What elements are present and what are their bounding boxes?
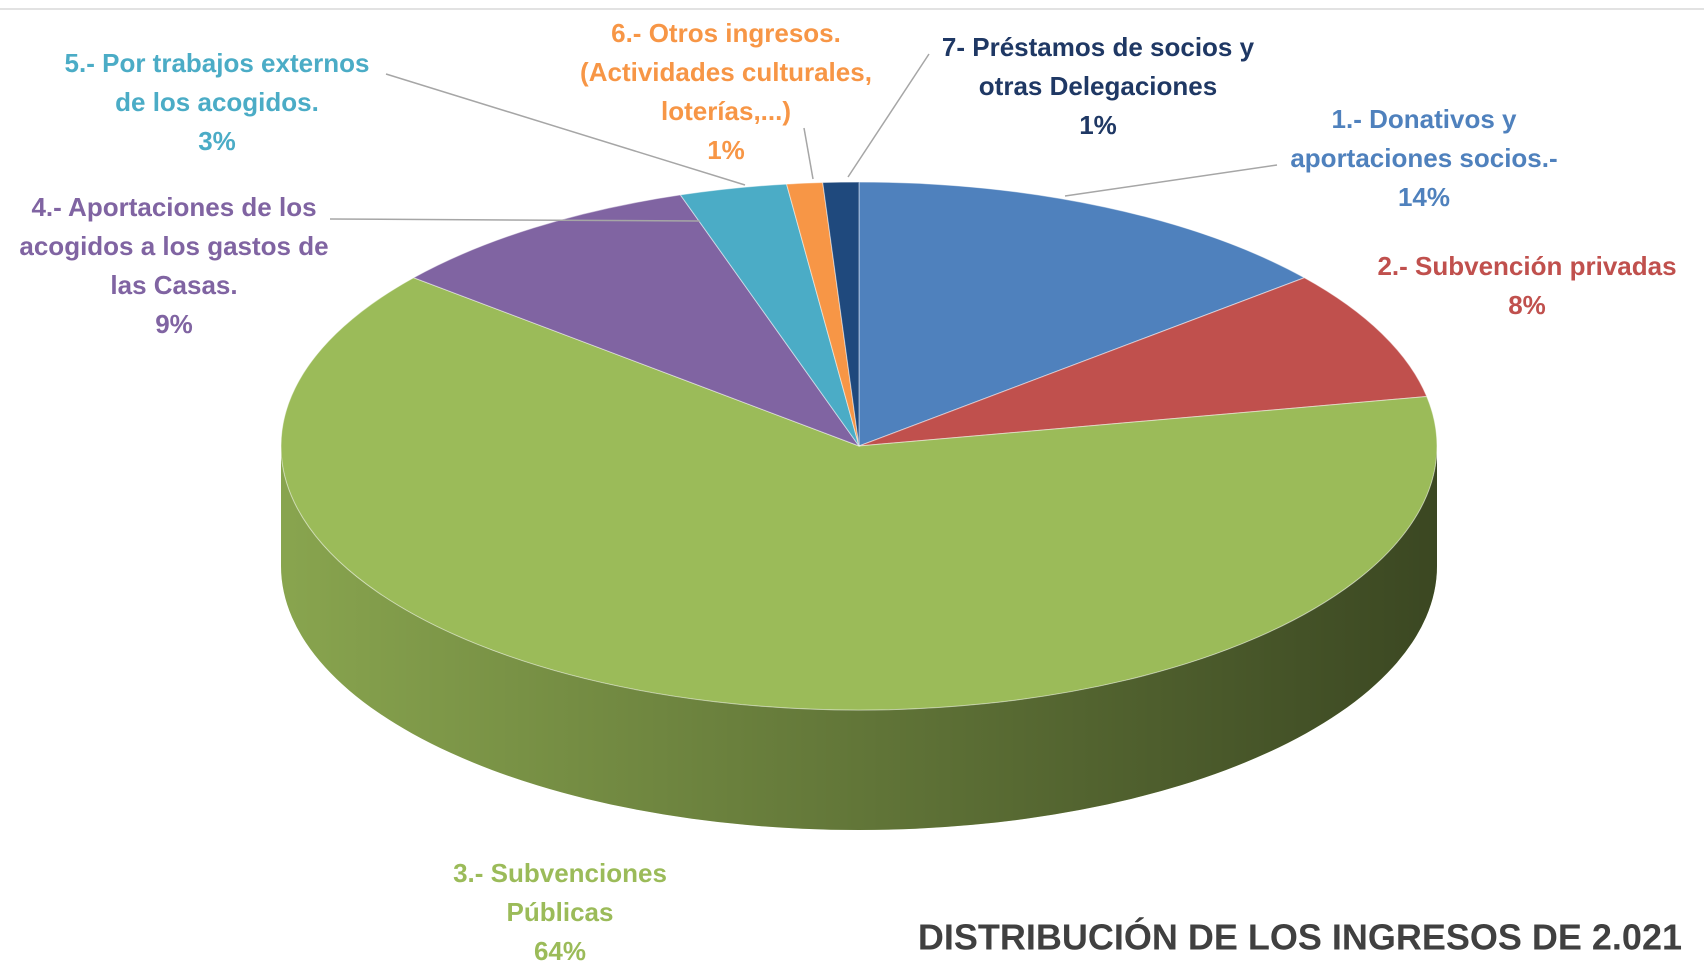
data-label: 5.- Por trabajos externos: [65, 48, 370, 78]
data-label: 1.- Donativos y: [1332, 104, 1517, 134]
slice: [858, 181, 1306, 447]
value-label: 1%: [1079, 110, 1117, 140]
data-label: 7- Préstamos de socios y: [942, 32, 1255, 62]
data-label: aportaciones socios.-: [1290, 143, 1557, 173]
data-label: acogidos a los gastos de: [19, 231, 328, 261]
slice: [822, 181, 860, 447]
data-label: 2.- Subvención privadas: [1377, 251, 1676, 281]
chart-title: DISTRIBUCIÓN DE LOS INGRESOS DE 2.021: [918, 916, 1682, 958]
data-label: las Casas.: [110, 270, 237, 300]
data-label: otras Delegaciones: [979, 71, 1217, 101]
value-label: 1%: [707, 135, 745, 165]
value-label: 64%: [534, 936, 586, 966]
leader-line: [803, 127, 814, 180]
data-label: 3.- Subvenciones: [453, 858, 667, 888]
slice-side-shade: [281, 446, 1437, 830]
data-label: (Actividades culturales,: [580, 57, 872, 87]
data-label: 4.- Aportaciones de los: [31, 192, 316, 222]
value-label: 9%: [155, 309, 193, 339]
leader-line: [329, 218, 701, 222]
slice: [858, 277, 1428, 447]
data-label: de los acogidos.: [115, 87, 319, 117]
slice: [280, 277, 1438, 711]
leader-line: [847, 53, 930, 178]
leader-line: [385, 73, 746, 186]
leader-line: [1064, 164, 1278, 197]
value-label: 3%: [198, 126, 236, 156]
data-label: Públicas: [507, 897, 614, 927]
value-label: 14%: [1398, 182, 1450, 212]
slice: [412, 194, 861, 448]
data-label: loterías,...): [661, 96, 791, 126]
data-label: 6.- Otros ingresos.: [611, 18, 841, 48]
value-label: 8%: [1508, 290, 1546, 320]
